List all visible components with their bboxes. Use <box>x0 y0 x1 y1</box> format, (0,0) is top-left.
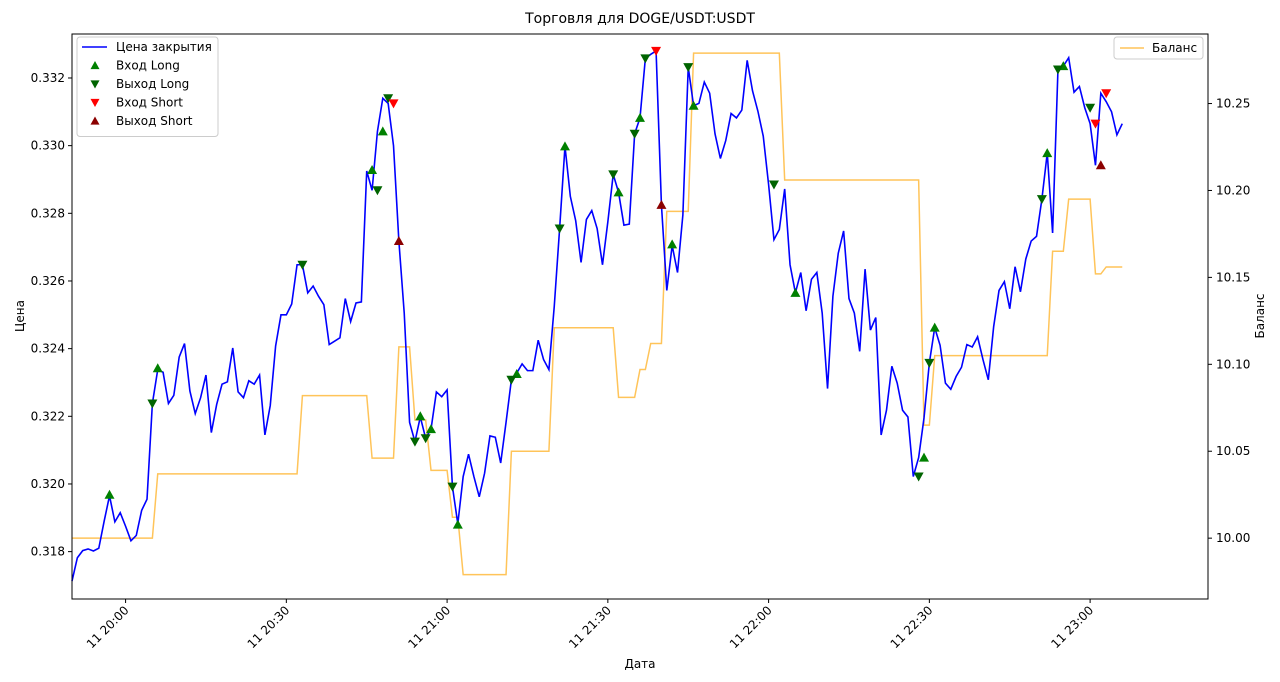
trade-marker-1 <box>1052 65 1063 75</box>
trade-marker-0 <box>688 100 699 110</box>
trade-marker-0 <box>667 239 678 249</box>
y2-tick-label: 10.25 <box>1216 97 1250 111</box>
trade-marker-0 <box>426 424 437 434</box>
legend-right-box <box>1113 36 1204 60</box>
trade-marker-1 <box>372 186 383 196</box>
legend-symbol <box>90 80 100 89</box>
y-tick-label: 0.320 <box>31 477 65 491</box>
y2-tick-label: 10.00 <box>1216 531 1250 545</box>
trade-marker-0 <box>104 489 115 499</box>
legend-label: Цена закрытия <box>116 40 212 54</box>
trade-marker-2 <box>651 46 662 56</box>
trade-marker-1 <box>913 472 924 482</box>
trade-marker-0 <box>790 287 801 297</box>
y-tick-label: 0.328 <box>31 206 65 220</box>
trade-marker-3 <box>393 236 404 246</box>
trade-marker-1 <box>447 482 458 492</box>
trade-marker-0 <box>919 452 929 462</box>
balance-layer <box>72 52 1123 576</box>
trade-marker-0 <box>929 322 940 332</box>
trade-marker-1 <box>608 170 619 180</box>
legend-symbol <box>90 98 100 107</box>
balance-line <box>72 52 1123 576</box>
price-layer <box>71 49 1123 582</box>
y-tick-label: 0.322 <box>31 409 65 423</box>
legend-label: Вход Long <box>116 59 180 73</box>
trade-marker-1 <box>420 434 431 444</box>
trade-marker-1 <box>629 129 640 139</box>
y-axis-label-left: Цена <box>13 300 27 332</box>
legend-symbol <box>90 61 100 70</box>
trade-marker-0 <box>152 363 163 373</box>
y2-tick-label: 10.15 <box>1216 270 1250 284</box>
trade-marker-1 <box>383 94 394 104</box>
trade-marker-1 <box>554 224 565 234</box>
y-tick-label: 0.324 <box>31 342 65 356</box>
y-tick-label: 0.332 <box>31 71 65 85</box>
trade-marker-1 <box>297 260 308 270</box>
trade-marker-0 <box>635 112 645 122</box>
trade-marker-0 <box>377 126 388 136</box>
y2-tick-label: 10.05 <box>1216 444 1250 458</box>
trade-marker-1 <box>683 63 694 73</box>
trade-marker-3 <box>656 199 667 209</box>
y-axis-right: 10.00 10.05 10.10 10.15 10.20 10.25 <box>1208 97 1250 545</box>
y2-tick-label: 10.20 <box>1216 183 1250 197</box>
trade-marker-2 <box>388 99 399 109</box>
trade-marker-1 <box>506 375 517 385</box>
legend-label: Выход Long <box>116 77 189 91</box>
plot-frame <box>71 33 1209 600</box>
trade-marker-0 <box>452 519 463 529</box>
trade-marker-1 <box>147 399 158 409</box>
legend-left: Цена закрытия Вход Long Выход Long Вход Sho… <box>76 36 219 137</box>
legend-label: Выход Short <box>116 114 193 128</box>
x-axis-label: Дата <box>624 657 655 671</box>
legend-symbol <box>90 116 100 125</box>
legend-right: Баланс <box>1113 36 1204 60</box>
trade-marker-2 <box>1101 89 1112 99</box>
trade-marker-2 <box>1090 119 1101 129</box>
legend-left-box <box>76 36 219 137</box>
trade-marker-1 <box>768 180 779 190</box>
y-axis-left: 0.318 0.320 0.322 0.324 0.326 0.328 0.330 0.332 <box>31 71 72 559</box>
y-axis-label-right: Баланс <box>1253 293 1267 338</box>
trade-marker-1 <box>1036 195 1047 205</box>
price-line <box>71 49 1123 582</box>
y-tick-label: 0.326 <box>31 274 65 288</box>
trade-marker-3 <box>1095 160 1106 170</box>
trade-marker-0 <box>559 141 570 151</box>
trade-marker-0 <box>415 411 426 421</box>
trade-marker-0 <box>367 165 378 175</box>
y-tick-label: 0.318 <box>31 545 65 559</box>
trade-marker-1 <box>924 358 935 368</box>
trade-marker-1 <box>640 54 651 64</box>
trade-marker-0 <box>511 369 522 379</box>
trade-marker-0 <box>1042 148 1053 158</box>
legend-label: Баланс <box>1152 41 1197 55</box>
trade-marker-0 <box>613 187 624 197</box>
legend-label: Вход Short <box>116 96 183 110</box>
trade-marker-1 <box>1085 103 1096 113</box>
marker-layer <box>104 46 1112 529</box>
chart-title: Торговля для DOGE/USDT:USDT <box>524 11 755 27</box>
y2-tick-label: 10.10 <box>1216 357 1250 371</box>
y-tick-label: 0.330 <box>31 139 65 153</box>
trade-marker-1 <box>409 437 420 447</box>
